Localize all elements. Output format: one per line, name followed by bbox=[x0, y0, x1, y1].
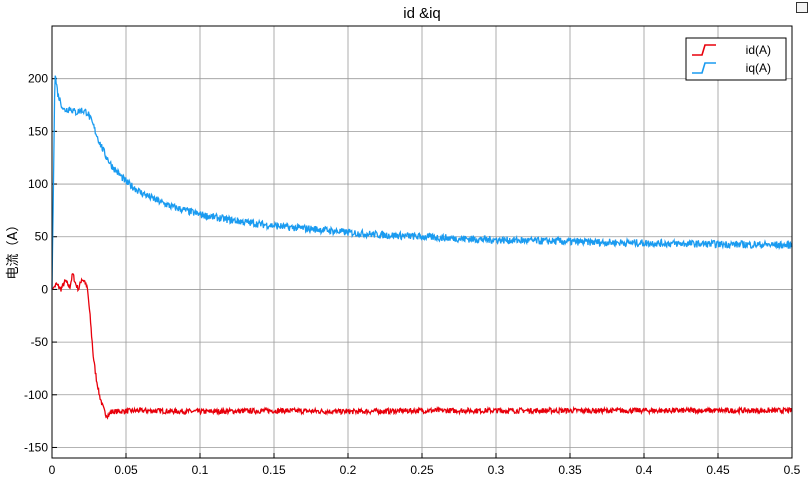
y-axis-label: 电流（A） bbox=[6, 219, 21, 280]
x-tick-label: 0.5 bbox=[784, 463, 801, 477]
series-line-1 bbox=[51, 75, 793, 290]
y-tick-label: 100 bbox=[28, 177, 48, 191]
x-tick-label: 0.25 bbox=[410, 463, 434, 477]
y-tick-label: 200 bbox=[28, 72, 48, 86]
y-tick-label: -150 bbox=[24, 440, 48, 454]
x-tick-label: 0.3 bbox=[488, 463, 505, 477]
y-tick-label: 150 bbox=[28, 124, 48, 138]
figure-menu-button[interactable] bbox=[796, 2, 808, 13]
grid bbox=[51, 26, 793, 458]
x-tick-labels: 0 0.05 0.1 0.15 0.2 0.25 0.3 0.35 0.4 0.45 0.5 bbox=[49, 463, 801, 477]
x-tick-label: 0.45 bbox=[706, 463, 730, 477]
y-tick-labels: 200 150 100 50 0 -50 -100 -150 bbox=[24, 72, 48, 455]
y-tick-label: 50 bbox=[35, 230, 49, 244]
y-tick-label: 0 bbox=[41, 282, 48, 296]
y-tick-label: -100 bbox=[24, 388, 48, 402]
x-tick-label: 0.2 bbox=[340, 463, 357, 477]
x-tick-label: 0.35 bbox=[558, 463, 582, 477]
legend-label-1: iq(A) bbox=[746, 61, 771, 75]
legend: id(A) iq(A) bbox=[685, 37, 787, 81]
chart-title: id &iq bbox=[403, 5, 441, 22]
x-tick-label: 0.15 bbox=[262, 463, 286, 477]
legend-swatch-1 bbox=[692, 62, 716, 74]
y-tick-label: -50 bbox=[31, 335, 49, 349]
series-line-0 bbox=[51, 273, 793, 420]
legend-label-0: id(A) bbox=[746, 43, 771, 57]
legend-swatch-0 bbox=[692, 44, 716, 56]
x-tick-label: 0.4 bbox=[636, 463, 653, 477]
x-tick-label: 0.1 bbox=[192, 463, 209, 477]
series-layer bbox=[51, 75, 793, 420]
plot-frame bbox=[51, 25, 793, 459]
x-tick-label: 0.05 bbox=[114, 463, 138, 477]
x-tick-label: 0 bbox=[49, 463, 56, 477]
